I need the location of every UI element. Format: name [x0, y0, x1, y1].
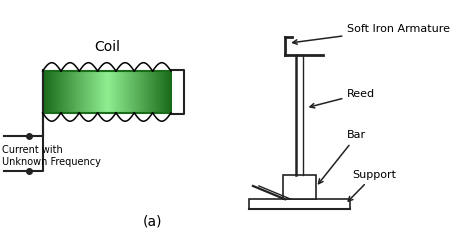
Bar: [43, 71, 171, 113]
Bar: [249, 199, 350, 209]
Bar: [283, 175, 316, 199]
Text: Coil: Coil: [94, 40, 120, 54]
Text: Current with
Unknown Frequency: Current with Unknown Frequency: [2, 145, 101, 167]
Text: (a): (a): [143, 214, 163, 228]
Text: Support: Support: [348, 170, 396, 201]
Text: Bar: Bar: [319, 130, 366, 184]
Text: Reed: Reed: [310, 89, 375, 108]
Text: Soft Iron Armature: Soft Iron Armature: [292, 24, 450, 44]
